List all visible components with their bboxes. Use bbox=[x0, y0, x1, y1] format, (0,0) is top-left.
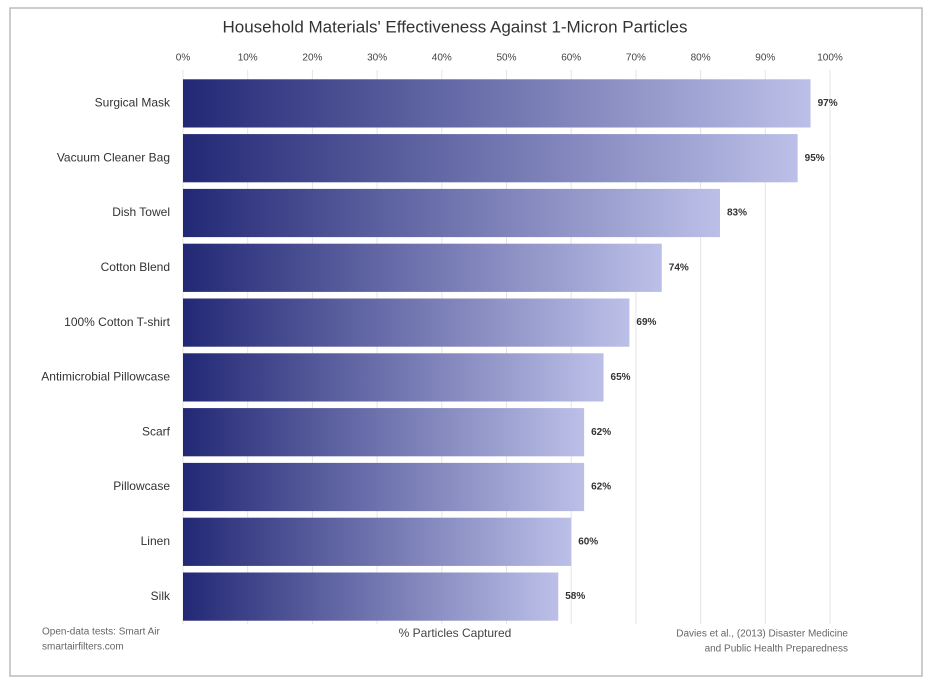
bar bbox=[183, 517, 572, 566]
bar bbox=[183, 572, 559, 621]
y-tick-label: Scarf bbox=[142, 424, 171, 438]
x-tick-label: 70% bbox=[626, 53, 646, 64]
y-tick-label: Surgical Mask bbox=[95, 96, 171, 110]
value-label: 58% bbox=[565, 591, 585, 602]
bar bbox=[183, 353, 604, 402]
value-label: 62% bbox=[591, 482, 611, 493]
value-label: 62% bbox=[591, 427, 611, 438]
y-tick-label: Pillowcase bbox=[113, 479, 170, 493]
x-axis-label: % Particles Captured bbox=[399, 626, 512, 640]
bar bbox=[183, 188, 721, 238]
value-label: 69% bbox=[636, 317, 656, 328]
bar bbox=[183, 243, 662, 292]
y-tick-label: Linen bbox=[141, 534, 170, 548]
value-label: 83% bbox=[727, 208, 747, 219]
x-tick-label: 40% bbox=[432, 53, 452, 64]
x-tick-label: 80% bbox=[691, 53, 711, 64]
y-tick-label: Antimicrobial Pillowcase bbox=[41, 370, 170, 384]
y-tick-label: Dish Towel bbox=[112, 205, 170, 219]
x-tick-label: 10% bbox=[238, 53, 258, 64]
source-right: Davies et al., (2013) Disaster Medicine bbox=[676, 629, 848, 640]
x-tick-label: 50% bbox=[496, 53, 516, 64]
x-tick-label: 100% bbox=[817, 53, 843, 64]
source-left: Open-data tests: Smart Air bbox=[42, 627, 160, 638]
y-tick-label: Cotton Blend bbox=[101, 260, 170, 274]
x-tick-label: 60% bbox=[561, 53, 581, 64]
chart-title: Household Materials' Effectiveness Again… bbox=[223, 17, 688, 36]
bar bbox=[183, 134, 798, 183]
source-left: smartairfilters.com bbox=[42, 642, 124, 653]
bar bbox=[183, 79, 811, 128]
y-tick-label: 100% Cotton T-shirt bbox=[64, 315, 170, 329]
x-tick-label: 30% bbox=[367, 53, 387, 64]
bar bbox=[183, 462, 585, 512]
source-right: and Public Health Preparedness bbox=[705, 644, 848, 655]
x-tick-label: 0% bbox=[176, 53, 191, 64]
y-tick-label: Silk bbox=[151, 589, 171, 603]
x-tick-label: 20% bbox=[302, 53, 322, 64]
value-label: 65% bbox=[611, 372, 631, 383]
value-label: 74% bbox=[669, 262, 689, 273]
bar bbox=[183, 408, 585, 457]
value-label: 97% bbox=[818, 98, 838, 109]
value-label: 60% bbox=[578, 536, 598, 547]
x-tick-label: 90% bbox=[755, 53, 775, 64]
y-tick-label: Vacuum Cleaner Bag bbox=[57, 150, 170, 164]
bar bbox=[183, 298, 630, 347]
value-label: 95% bbox=[805, 153, 825, 164]
